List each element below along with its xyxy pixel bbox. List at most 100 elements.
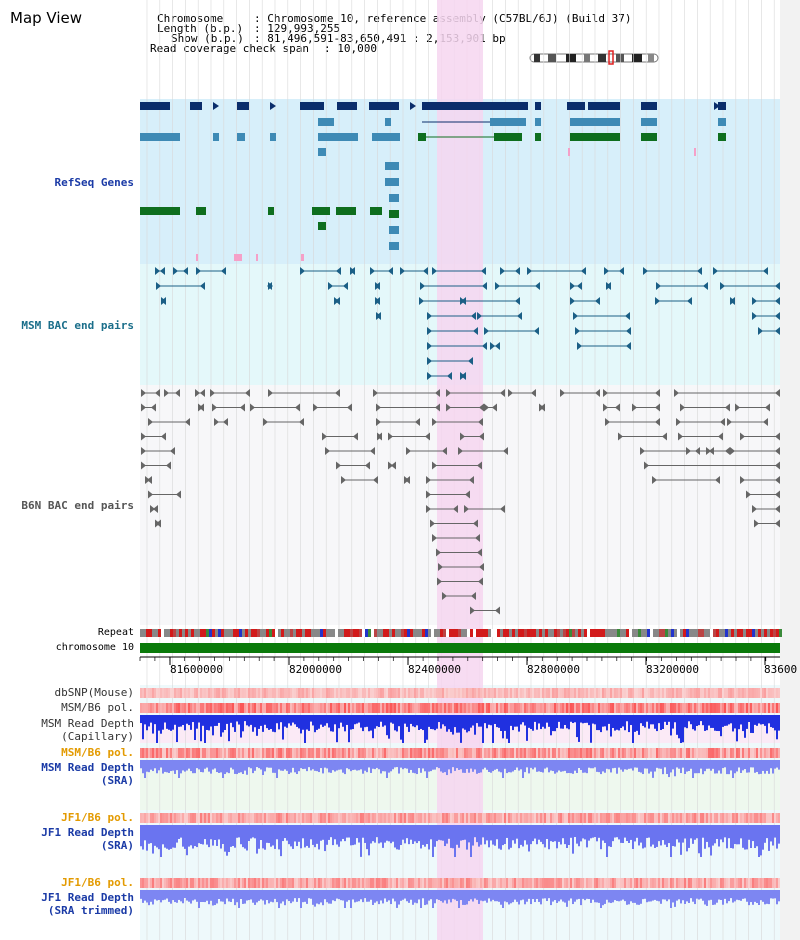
label-msm-b6-pol-sra[interactable]: MSM/B6 pol. xyxy=(61,746,134,759)
label-refseq[interactable]: RefSeq Genes xyxy=(54,176,134,189)
bac-end xyxy=(495,606,500,615)
pol-cell xyxy=(742,748,744,758)
repeat-element xyxy=(179,629,182,637)
refseq-genes[interactable] xyxy=(140,102,726,261)
depth-bar xyxy=(198,760,200,770)
depth-bar xyxy=(674,890,676,907)
pol-cell xyxy=(638,703,640,713)
pol-cell xyxy=(728,688,730,698)
pol-cell xyxy=(432,748,434,758)
pol-cell xyxy=(286,878,288,888)
pol-cell xyxy=(566,748,568,758)
bac-end xyxy=(373,389,378,397)
repeat-element xyxy=(617,629,620,637)
pol-cell xyxy=(254,703,256,713)
bac-end xyxy=(160,267,165,275)
depth-bar xyxy=(572,715,574,724)
pol-cell xyxy=(504,813,506,823)
bac-end xyxy=(515,267,520,275)
depth-bar xyxy=(300,760,302,769)
label-chromosome[interactable]: chromosome 10 xyxy=(55,642,134,653)
pol-cell xyxy=(412,703,414,713)
depth-bar xyxy=(354,760,356,770)
depth-bar xyxy=(416,890,418,904)
coverage-label: Read coverage check span xyxy=(150,42,309,55)
pol-cell xyxy=(182,703,184,713)
bac-end xyxy=(267,282,272,290)
pol-cell xyxy=(770,878,772,888)
read-depth-tracks[interactable] xyxy=(140,715,780,908)
label-msm-depth-sra[interactable]: MSM Read Depth xyxy=(41,761,134,774)
pol-cell xyxy=(462,813,464,823)
depth-bar xyxy=(546,825,548,839)
pol-cell xyxy=(618,878,620,888)
pol-cell xyxy=(456,878,458,888)
depth-bar xyxy=(196,760,198,769)
ruler-tick-label: 83600 xyxy=(764,663,798,676)
pol-cell xyxy=(480,748,482,758)
msm-bac-pairs[interactable] xyxy=(155,267,780,380)
depth-bar xyxy=(778,715,780,731)
bac-end xyxy=(328,282,333,290)
label-msm-depth-cap[interactable]: MSM Read Depth xyxy=(41,717,134,730)
pol-cell xyxy=(444,748,446,758)
depth-bar xyxy=(158,825,160,850)
pol-cell xyxy=(548,703,550,713)
bac-end xyxy=(263,418,268,426)
depth-bar xyxy=(762,890,764,902)
label-jf1-b6-pol-trim[interactable]: JF1/B6 pol. xyxy=(61,876,134,889)
label-jf1-b6-pol[interactable]: JF1/B6 pol. xyxy=(61,811,134,824)
depth-bar xyxy=(650,760,652,772)
pol-cell xyxy=(346,878,348,888)
label-jf1-depth[interactable]: JF1 Read Depth xyxy=(41,826,134,839)
pol-cell xyxy=(234,878,236,888)
pol-cell xyxy=(592,748,594,758)
depth-bar xyxy=(254,825,256,839)
pol-cell xyxy=(620,878,622,888)
label-repeat[interactable]: Repeat xyxy=(97,627,134,638)
pol-cell xyxy=(560,688,562,698)
pol-cell xyxy=(556,748,558,758)
depth-bar xyxy=(704,825,706,849)
depth-bar xyxy=(346,825,348,838)
depth-bar xyxy=(178,890,180,900)
pol-cell xyxy=(558,688,560,698)
polymorphism-tracks[interactable] xyxy=(140,688,780,888)
pol-cell xyxy=(508,688,510,698)
label-msm-bac[interactable]: MSM BAC end pairs xyxy=(21,319,134,332)
pol-cell xyxy=(260,878,262,888)
right-scroll-margin[interactable] xyxy=(780,0,800,940)
depth-bar xyxy=(756,715,758,726)
depth-bar xyxy=(654,825,656,848)
pol-cell xyxy=(584,813,586,823)
pol-cell xyxy=(704,813,706,823)
gene-block xyxy=(370,207,382,215)
bac-end xyxy=(534,327,539,335)
pol-cell xyxy=(456,703,458,713)
pol-cell xyxy=(578,878,580,888)
pol-cell xyxy=(348,748,350,758)
depth-bar xyxy=(454,760,456,771)
pol-cell xyxy=(540,748,542,758)
label-jf1-trim-depth[interactable]: JF1 Read Depth xyxy=(41,891,134,904)
depth-bar xyxy=(312,890,314,905)
pol-cell xyxy=(324,703,326,713)
chromosome-bar[interactable] xyxy=(140,643,780,653)
highlight-region[interactable] xyxy=(437,0,483,940)
label-b6n-bac[interactable]: B6N BAC end pairs xyxy=(21,499,134,512)
label-msm-b6-pol[interactable]: MSM/B6 pol. xyxy=(61,701,134,714)
pol-cell xyxy=(170,878,172,888)
depth-bar xyxy=(744,890,746,899)
repeat-element xyxy=(146,629,149,637)
b6n-bac-pairs[interactable] xyxy=(141,389,780,615)
repeat-track[interactable] xyxy=(140,629,782,637)
depth-bar xyxy=(340,715,342,723)
repeat-element xyxy=(386,629,389,637)
label-dbsnp[interactable]: dbSNP(Mouse) xyxy=(54,686,134,699)
pol-cell xyxy=(502,688,504,698)
pol-cell xyxy=(294,703,296,713)
chromosome-ideogram[interactable] xyxy=(529,50,659,65)
depth-bar xyxy=(684,825,686,839)
depth-bar xyxy=(216,890,218,904)
